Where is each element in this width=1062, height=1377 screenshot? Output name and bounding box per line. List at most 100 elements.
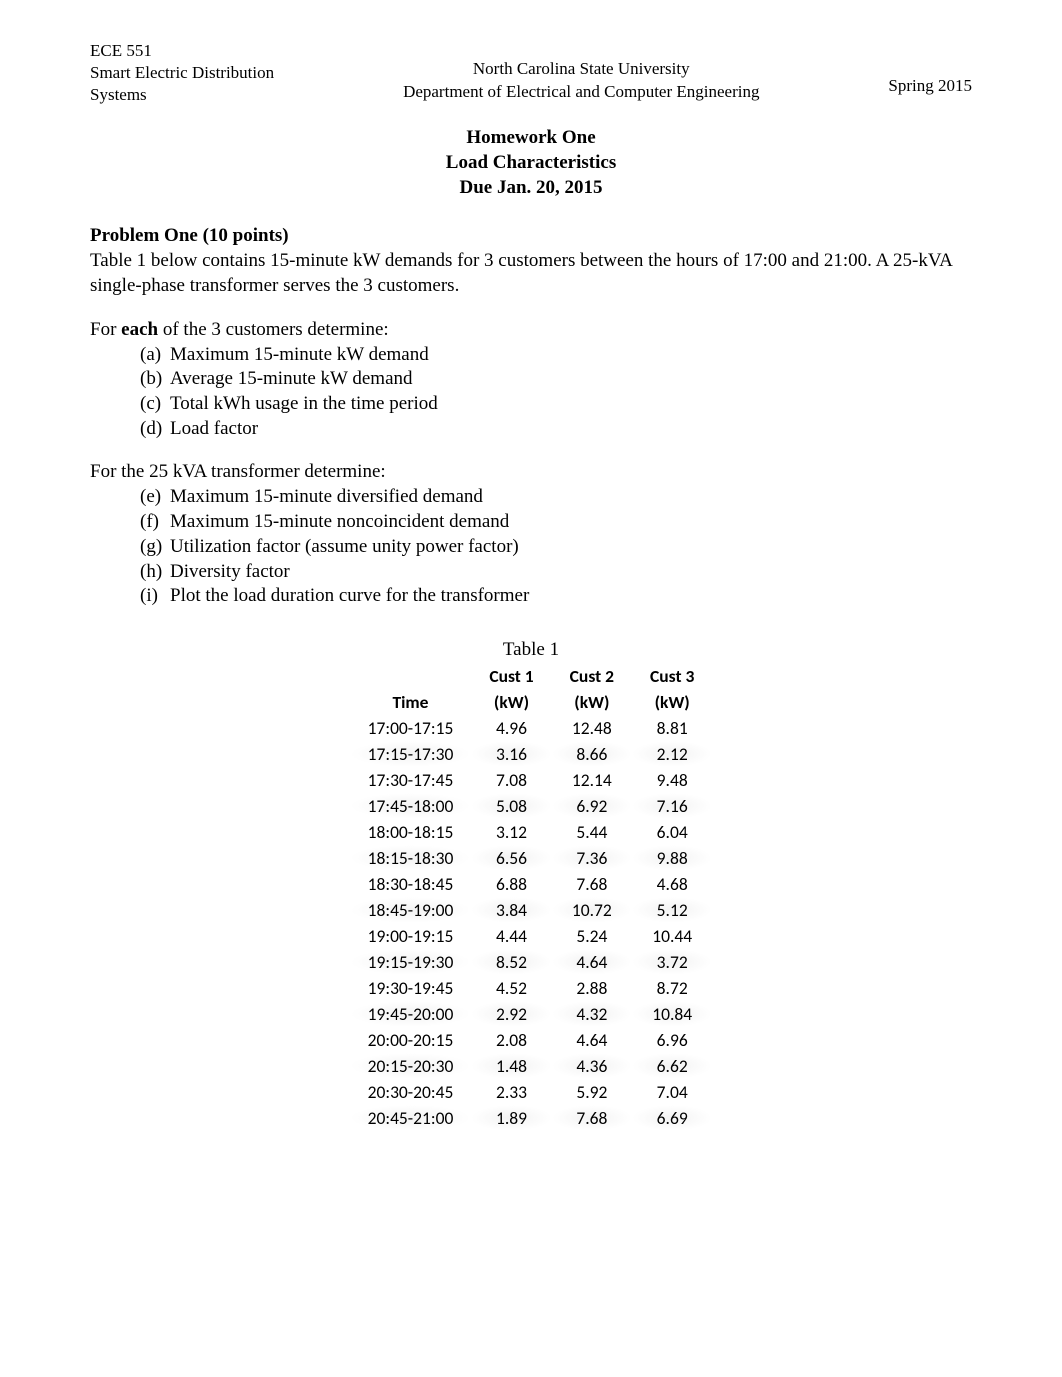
table-body: 17:00-17:154.9612.488.8117:15-17:303.168… (350, 715, 713, 1131)
th-c3-top: Cust 3 (632, 663, 712, 689)
list2-text-f: Maximum 15-minute noncoincident demand (170, 511, 509, 532)
cell-c3: 8.72 (632, 975, 712, 1001)
list1-marker-b: (b) (140, 367, 170, 392)
list2-marker-i: (i) (140, 584, 170, 609)
cell-time: 20:00-20:15 (350, 1027, 472, 1053)
list2-item-f: (f)Maximum 15-minute noncoincident deman… (90, 510, 972, 535)
cell-time: 20:15-20:30 (350, 1053, 472, 1079)
cell-c3: 8.81 (632, 715, 712, 741)
cell-c3: 6.69 (632, 1105, 712, 1131)
list1-marker-c: (c) (140, 392, 170, 417)
semester: Spring 2015 (888, 76, 972, 95)
course-name-2: Systems (90, 84, 274, 106)
table-row: 17:00-17:154.9612.488.81 (350, 715, 713, 741)
th-c2-top: Cust 2 (552, 663, 632, 689)
cell-time: 18:30-18:45 (350, 871, 472, 897)
cell-time: 19:45-20:00 (350, 1001, 472, 1027)
instruction1-suffix: of the 3 customers determine: (158, 319, 389, 340)
cell-c1: 4.52 (471, 975, 551, 1001)
table-row: 20:15-20:301.484.366.62 (350, 1053, 713, 1079)
cell-c1: 8.52 (471, 949, 551, 975)
cell-c2: 6.92 (552, 793, 632, 819)
cell-c1: 3.12 (471, 819, 551, 845)
table-row: 20:30-20:452.335.927.04 (350, 1079, 713, 1105)
list1-marker-d: (d) (140, 417, 170, 442)
title-block: Homework One Load Characteristics Due Ja… (90, 126, 972, 200)
table-header-row-1: Cust 1 Cust 2 Cust 3 (350, 663, 713, 689)
table-caption: Table 1 (350, 639, 713, 661)
cell-c2: 12.14 (552, 767, 632, 793)
cell-time: 17:15-17:30 (350, 741, 472, 767)
cell-c1: 4.44 (471, 923, 551, 949)
cell-time: 18:00-18:15 (350, 819, 472, 845)
table-header-row-2: Time (kW) (kW) (kW) (350, 689, 713, 715)
list1-text-b: Average 15-minute kW demand (170, 368, 413, 389)
table-row: 18:45-19:003.8410.725.12 (350, 897, 713, 923)
cell-c2: 8.66 (552, 741, 632, 767)
cell-c1: 2.33 (471, 1079, 551, 1105)
table-container: Table 1 Cust 1 Cust 2 Cust 3 Time (kW) (… (90, 639, 972, 1131)
header-center: North Carolina State University Departme… (294, 40, 868, 104)
cell-c2: 7.36 (552, 845, 632, 871)
instruction1-prefix: For (90, 319, 121, 340)
cell-c3: 7.16 (632, 793, 712, 819)
th-c3-bot: (kW) (632, 689, 712, 715)
table-row: 19:45-20:002.924.3210.84 (350, 1001, 713, 1027)
cell-time: 20:30-20:45 (350, 1079, 472, 1105)
problem-intro: Table 1 below contains 15-minute kW dema… (90, 249, 972, 298)
cell-time: 18:45-19:00 (350, 897, 472, 923)
list1-text-c: Total kWh usage in the time period (170, 393, 438, 414)
cell-time: 19:30-19:45 (350, 975, 472, 1001)
cell-c3: 6.96 (632, 1027, 712, 1053)
problem-header: Problem One (10 points) (90, 225, 972, 247)
list2-text-g: Utilization factor (assume unity power f… (170, 536, 519, 557)
cell-c1: 2.08 (471, 1027, 551, 1053)
list-1: (a)Maximum 15-minute kW demand (b)Averag… (90, 343, 972, 442)
cell-c2: 4.36 (552, 1053, 632, 1079)
cell-c1: 7.08 (471, 767, 551, 793)
department-name: Department of Electrical and Computer En… (294, 81, 868, 104)
table-row: 20:00-20:152.084.646.96 (350, 1027, 713, 1053)
cell-c2: 4.64 (552, 1027, 632, 1053)
cell-c2: 4.64 (552, 949, 632, 975)
cell-c1: 4.96 (471, 715, 551, 741)
cell-c2: 5.44 (552, 819, 632, 845)
cell-time: 19:15-19:30 (350, 949, 472, 975)
th-c1-top: Cust 1 (471, 663, 551, 689)
course-code: ECE 551 (90, 40, 274, 62)
list1-marker-a: (a) (140, 343, 170, 368)
list2-item-e: (e)Maximum 15-minute diversified demand (90, 485, 972, 510)
cell-c1: 6.88 (471, 871, 551, 897)
table-row: 17:30-17:457.0812.149.48 (350, 767, 713, 793)
cell-c3: 3.72 (632, 949, 712, 975)
list1-item-a: (a)Maximum 15-minute kW demand (90, 343, 972, 368)
course-name-1: Smart Electric Distribution (90, 62, 274, 84)
cell-c1: 1.89 (471, 1105, 551, 1131)
cell-c3: 10.84 (632, 1001, 712, 1027)
cell-c1: 3.84 (471, 897, 551, 923)
list1-item-c: (c)Total kWh usage in the time period (90, 392, 972, 417)
cell-c3: 9.48 (632, 767, 712, 793)
table-row: 17:15-17:303.168.662.12 (350, 741, 713, 767)
data-table: Cust 1 Cust 2 Cust 3 Time (kW) (kW) (kW)… (350, 663, 713, 1131)
cell-time: 17:00-17:15 (350, 715, 472, 741)
cell-time: 20:45-21:00 (350, 1105, 472, 1131)
list2-text-h: Diversity factor (170, 561, 290, 582)
table-row: 18:00-18:153.125.446.04 (350, 819, 713, 845)
title-line2: Load Characteristics (90, 151, 972, 176)
list-2: (e)Maximum 15-minute diversified demand … (90, 485, 972, 608)
cell-c3: 6.62 (632, 1053, 712, 1079)
cell-c2: 12.48 (552, 715, 632, 741)
page-header: ECE 551 Smart Electric Distribution Syst… (90, 40, 972, 106)
cell-time: 17:30-17:45 (350, 767, 472, 793)
th-c2-bot: (kW) (552, 689, 632, 715)
list2-text-i: Plot the load duration curve for the tra… (170, 585, 529, 606)
list1-text-a: Maximum 15-minute kW demand (170, 344, 429, 365)
table-row: 17:45-18:005.086.927.16 (350, 793, 713, 819)
list2-marker-h: (h) (140, 560, 170, 585)
cell-c1: 5.08 (471, 793, 551, 819)
table-row: 18:15-18:306.567.369.88 (350, 845, 713, 871)
cell-c2: 2.88 (552, 975, 632, 1001)
header-right: Spring 2015 (888, 40, 972, 96)
cell-time: 19:00-19:15 (350, 923, 472, 949)
